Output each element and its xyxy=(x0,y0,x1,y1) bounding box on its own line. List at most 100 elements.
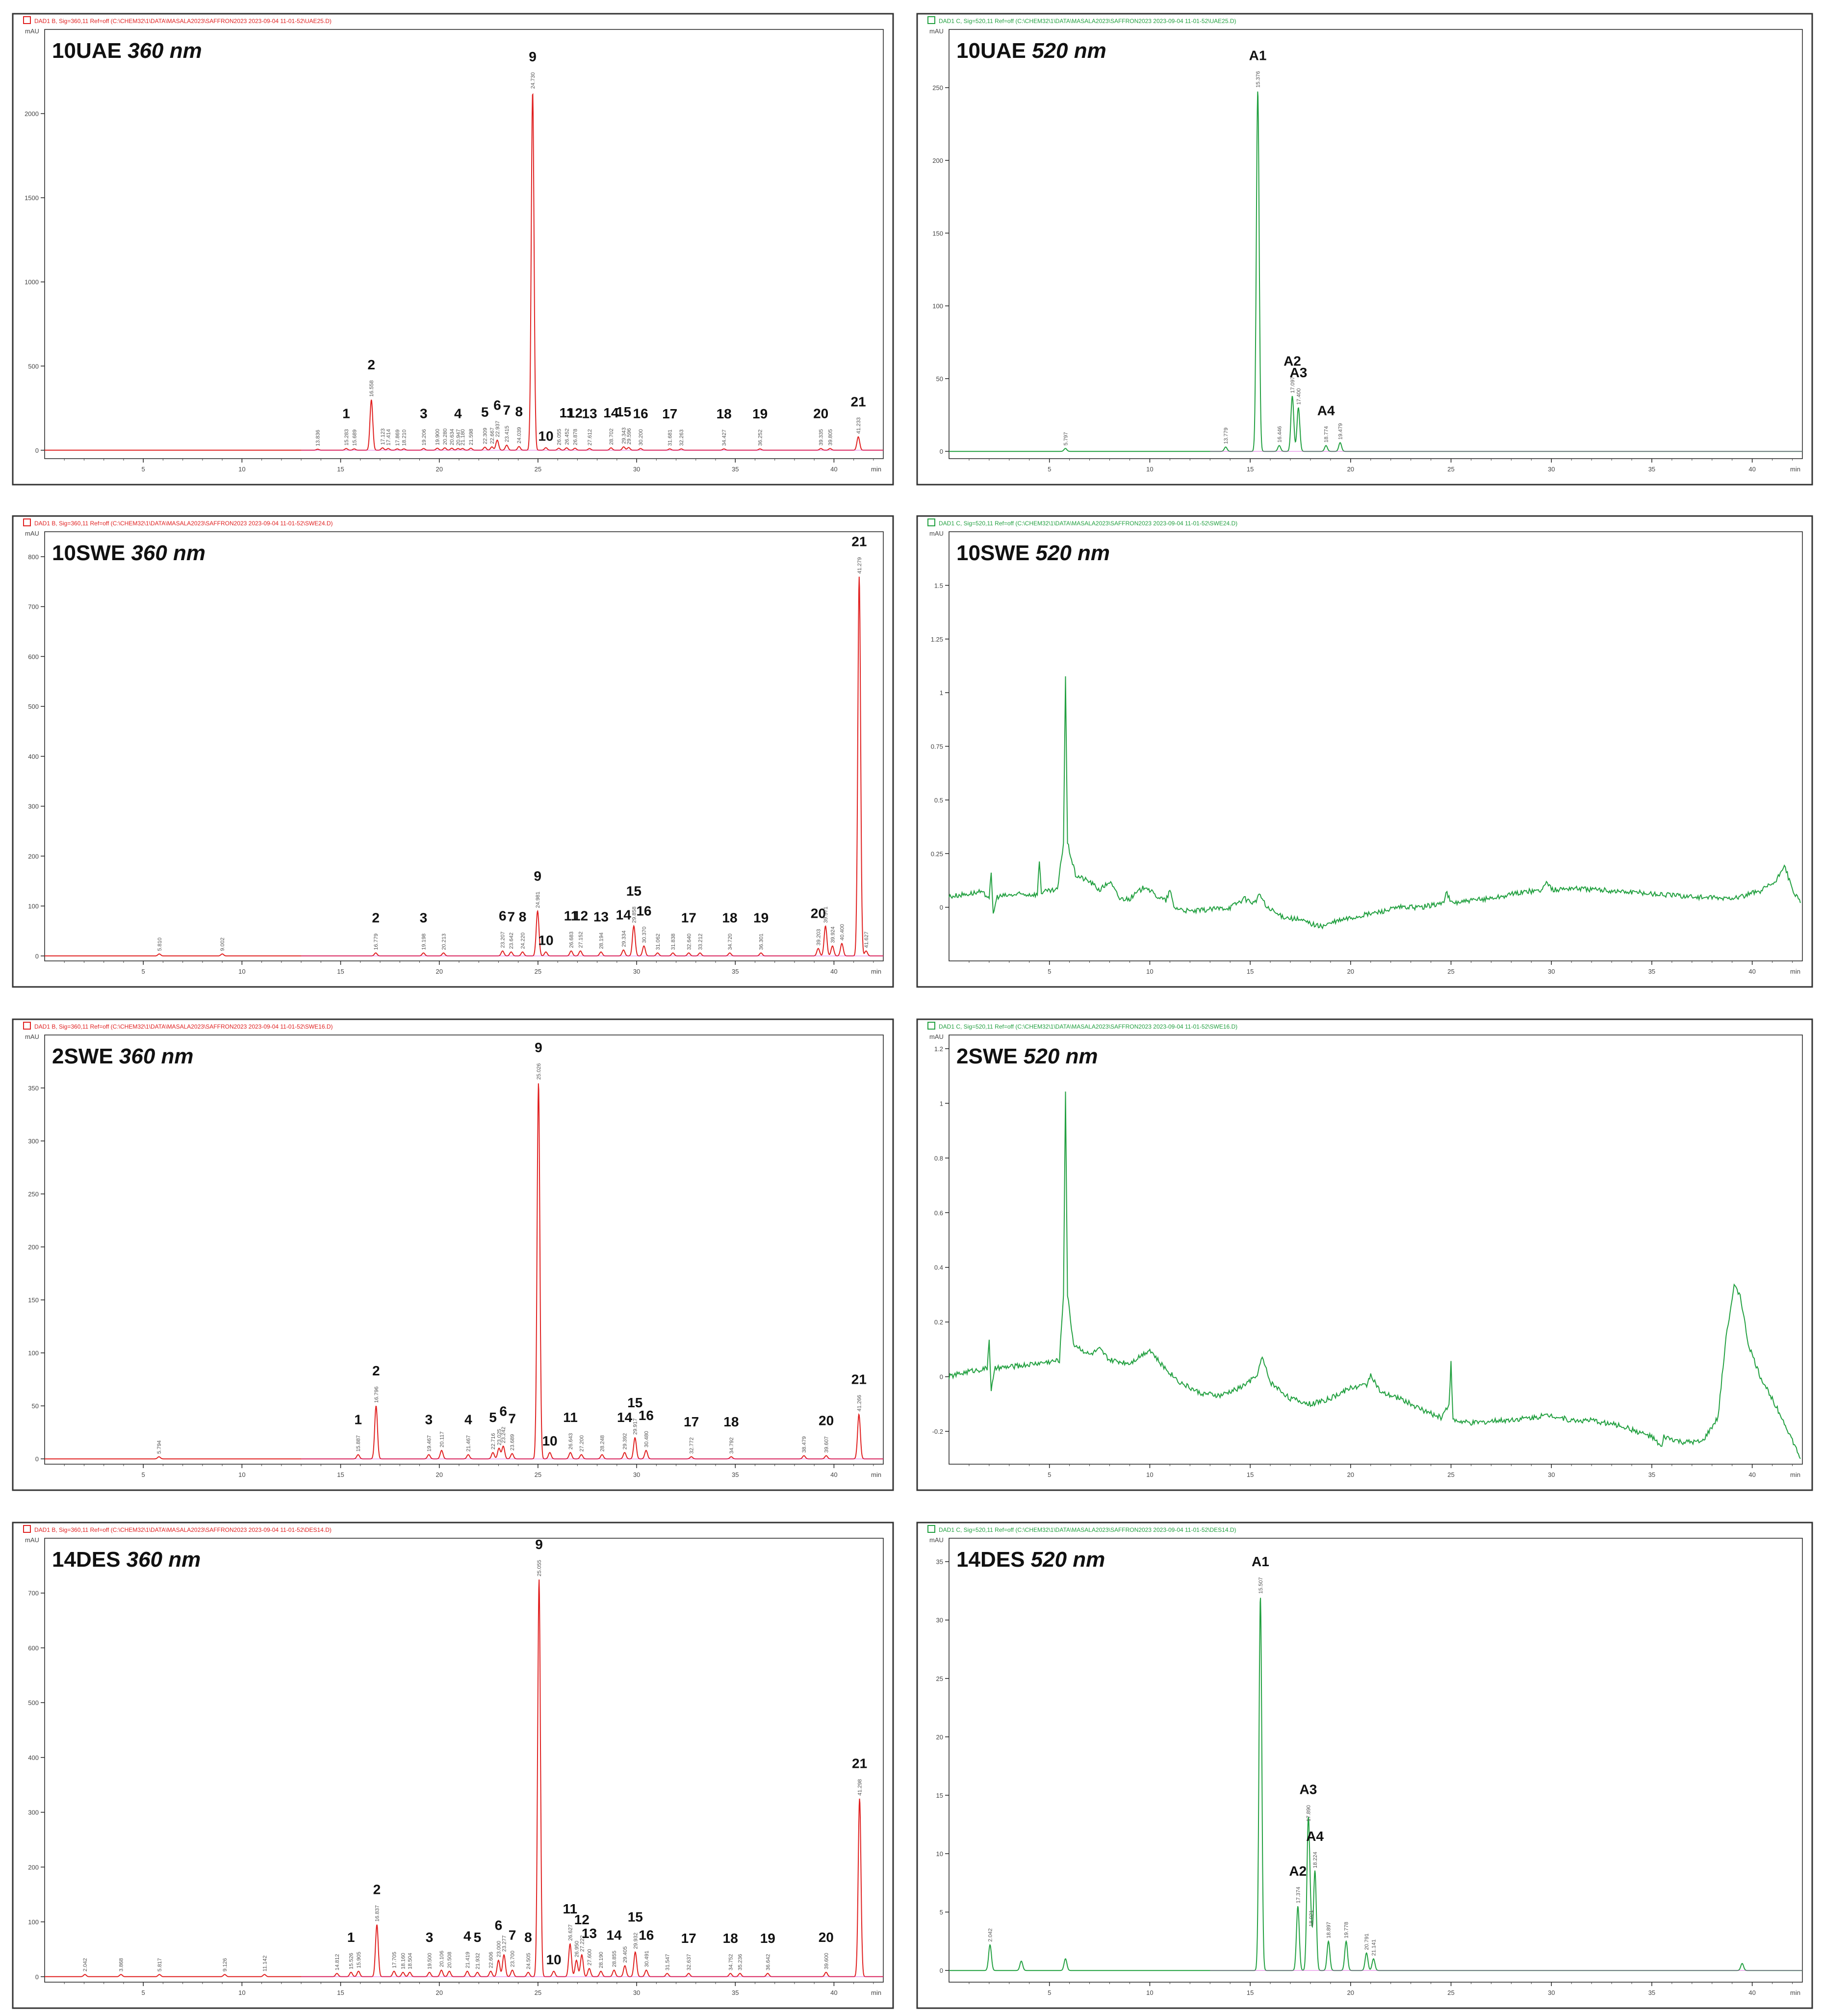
y-tick-label: 25 xyxy=(936,1675,943,1682)
peak-number-label: 13 xyxy=(582,406,597,421)
x-tick-label: 40 xyxy=(830,1989,837,1996)
peak-retention-label: 27.222 xyxy=(579,1935,585,1952)
x-tick-label: 25 xyxy=(535,1989,541,1996)
peak-number-label: 1 xyxy=(347,1930,355,1945)
x-tick-label: 35 xyxy=(732,1989,739,1996)
y-tick-label: 35 xyxy=(936,1558,943,1566)
peak-retention-label: 19.900 xyxy=(435,429,441,445)
peak-retention-label: 5.817 xyxy=(157,1958,163,1972)
plot-area xyxy=(44,1538,884,1983)
peak-retention-label: 24.039 xyxy=(516,427,522,444)
x-tick-label: 40 xyxy=(830,968,837,975)
x-tick-label: 30 xyxy=(633,968,640,975)
panel-frame xyxy=(916,515,1813,988)
y-tick-label: 1.25 xyxy=(931,636,943,643)
panel-title: 14DES 520 nm xyxy=(956,1548,1105,1572)
x-tick-label: 40 xyxy=(830,1471,837,1478)
peak-number-label: 6 xyxy=(499,1403,507,1419)
peak-retention-label: 32.637 xyxy=(686,1954,692,1970)
peak-number-label: A3 xyxy=(1289,365,1307,380)
signal-header: DAD1 B, Sig=360,11 Ref=off (C:\CHEM32\1\… xyxy=(34,520,333,527)
peak-number-label: 19 xyxy=(752,406,768,421)
y-tick-label: 600 xyxy=(28,1644,39,1652)
chart-panel-14des-360-nm: DAD1 B, Sig=360,11 Ref=off (C:\CHEM32\1\… xyxy=(12,1522,894,2009)
y-unit-label: mAU xyxy=(25,1033,39,1040)
peak-number-label: 17 xyxy=(684,1414,699,1429)
peak-retention-label: 21.598 xyxy=(468,429,474,445)
peak-number-label: A4 xyxy=(1317,403,1335,418)
peak-number-label: 5 xyxy=(481,405,489,420)
signal-header: DAD1 B, Sig=360,11 Ref=off (C:\CHEM32\1\… xyxy=(34,18,332,25)
y-tick-label: 500 xyxy=(28,1699,39,1706)
x-tick-label: 35 xyxy=(1648,1471,1655,1478)
x-unit-label: min xyxy=(871,968,881,975)
peak-retention-label: 15.283 xyxy=(344,429,350,446)
y-tick-label: 500 xyxy=(28,703,39,710)
x-tick-label: 35 xyxy=(732,968,739,975)
y-tick-label: 5 xyxy=(940,1909,943,1916)
peak-retention-label: 23.000 xyxy=(496,1941,502,1958)
y-tick-label: 0 xyxy=(940,1967,943,1974)
legend-marker xyxy=(23,518,31,526)
x-unit-label: min xyxy=(871,1989,881,1996)
x-tick-label: 15 xyxy=(337,968,344,975)
panel-title: 10UAE 360 nm xyxy=(52,39,202,63)
peak-retention-label: 21.932 xyxy=(475,1953,481,1969)
y-tick-label: 100 xyxy=(28,1918,39,1926)
peak-retention-label: 16.837 xyxy=(374,1905,380,1922)
peak-retention-label: 5.797 xyxy=(1063,432,1069,446)
peak-number-label: 8 xyxy=(524,1930,532,1945)
peak-retention-label: 23.642 xyxy=(509,932,514,949)
x-tick-label: 40 xyxy=(1748,1989,1755,1996)
y-tick-label: 150 xyxy=(28,1296,39,1304)
y-tick-label: 300 xyxy=(28,803,39,810)
panel-title-sample: 14DES xyxy=(956,1548,1031,1572)
peak-retention-label: 34.752 xyxy=(728,1954,734,1970)
y-tick-label: 15 xyxy=(936,1792,943,1799)
x-tick-label: 10 xyxy=(238,1471,245,1478)
peak-retention-label: 33.212 xyxy=(697,933,703,950)
chart-panel-10uae-520-nm: DAD1 C, Sig=520,11 Ref=off (C:\CHEM32\1\… xyxy=(916,13,1813,486)
peak-retention-label: 26.055 xyxy=(556,429,562,445)
peak-number-label: 15 xyxy=(626,883,642,899)
peak-retention-label: 28.855 xyxy=(612,1951,617,1967)
peak-retention-label: 20.947 xyxy=(456,429,462,446)
peak-number-label: 6 xyxy=(493,397,501,413)
peak-number-label: 9 xyxy=(529,49,537,64)
x-tick-label: 10 xyxy=(1146,465,1153,473)
y-tick-label: 0.8 xyxy=(934,1155,943,1162)
peak-retention-label: 15.905 xyxy=(356,1952,362,1968)
x-tick-label: 25 xyxy=(535,465,541,473)
peak-retention-label: 29.917 xyxy=(633,1418,639,1435)
peak-number-label: 5 xyxy=(489,1410,497,1425)
y-tick-label: 50 xyxy=(32,1402,39,1410)
peak-retention-label: 32.640 xyxy=(686,933,692,950)
peak-retention-label: 28.194 xyxy=(598,932,604,949)
legend-marker xyxy=(23,16,31,24)
peak-retention-label: 23.242 xyxy=(501,1427,507,1444)
peak-number-label: 3 xyxy=(420,910,428,926)
x-tick-label: 20 xyxy=(436,465,442,473)
x-tick-label: 35 xyxy=(1648,465,1655,473)
y-tick-label: 300 xyxy=(28,1137,39,1145)
peak-retention-label: 31.547 xyxy=(665,1954,670,1970)
peak-retention-label: 26.452 xyxy=(564,428,570,445)
peak-retention-label: 19.500 xyxy=(427,1953,433,1969)
signal-header: DAD1 C, Sig=520,11 Ref=off (C:\CHEM32\1\… xyxy=(939,18,1236,25)
y-tick-label: 50 xyxy=(936,375,943,383)
plot-area xyxy=(949,1034,1803,1465)
peak-number-label: 20 xyxy=(811,906,826,921)
panel-title: 10UAE 520 nm xyxy=(956,39,1106,63)
peak-retention-label: 22.606 xyxy=(488,1952,494,1968)
peak-retention-label: 28.702 xyxy=(609,428,615,445)
peak-number-label: 11 xyxy=(563,1901,578,1916)
peak-retention-label: 30.370 xyxy=(642,927,647,943)
y-tick-label: 0 xyxy=(940,1373,943,1381)
y-tick-label: 1 xyxy=(940,689,943,697)
y-tick-label: 400 xyxy=(28,753,39,760)
x-tick-label: 30 xyxy=(633,465,640,473)
y-tick-label: 1.2 xyxy=(934,1045,943,1053)
x-tick-label: 40 xyxy=(1748,465,1755,473)
panel-frame xyxy=(916,1018,1813,1491)
x-tick-label: 30 xyxy=(633,1471,640,1478)
